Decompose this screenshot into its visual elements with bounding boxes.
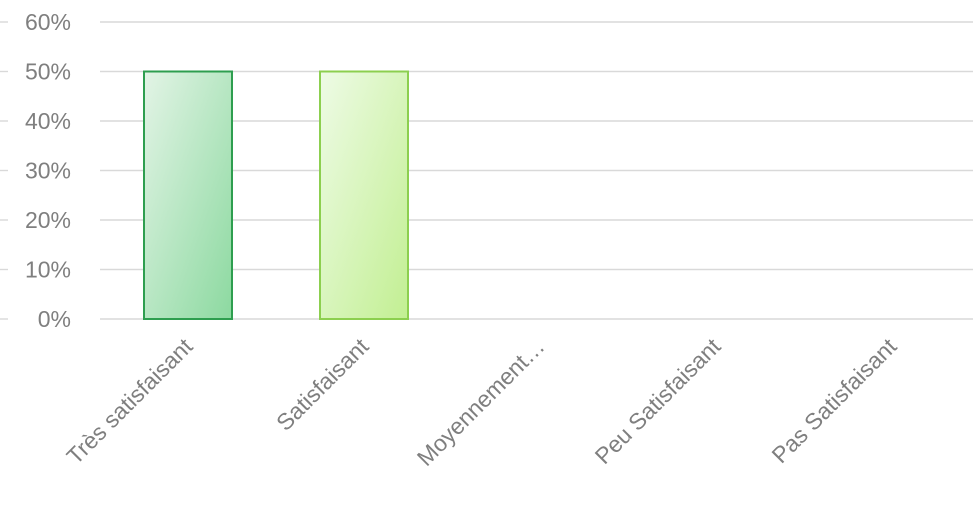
grid xyxy=(0,21,973,320)
x-tick-label: Moyennement… xyxy=(412,333,550,471)
bar-2 xyxy=(319,70,409,320)
y-tick-label: 20% xyxy=(25,207,71,233)
x-tick-label: Peu Satisfaisant xyxy=(590,333,726,469)
y-axis: 0% 10% 20% 30% 40% 50% 60% xyxy=(25,9,71,332)
x-tick-label: Satisfaisant xyxy=(271,333,374,436)
y-tick-label: 60% xyxy=(25,9,71,35)
y-tick-label: 10% xyxy=(25,257,71,283)
x-tick-label: Très satisfaisant xyxy=(61,333,198,470)
y-tick-label: 40% xyxy=(25,108,71,134)
x-tick-label: Pas Satisfaisant xyxy=(767,333,902,468)
y-tick-label: 0% xyxy=(38,306,71,332)
x-axis: Très satisfaisant Satisfaisant Moyennement… xyxy=(61,333,902,471)
bar-1 xyxy=(143,70,233,320)
bars xyxy=(143,70,409,320)
y-tick-label: 30% xyxy=(25,158,71,184)
y-tick-label: 50% xyxy=(25,59,71,85)
